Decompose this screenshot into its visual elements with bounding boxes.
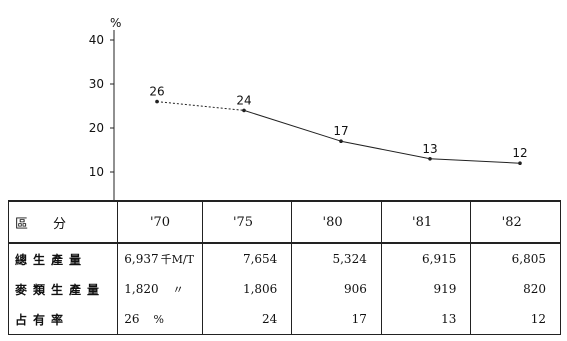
table-cell: 26% bbox=[117, 304, 203, 335]
table-cell: 906 bbox=[291, 274, 382, 304]
table-cell: 7,654 bbox=[201, 243, 293, 274]
series-line-segment bbox=[156, 101, 245, 111]
row-label: 麥類生產量 bbox=[7, 274, 119, 304]
data-point bbox=[242, 108, 246, 113]
data-point bbox=[428, 157, 432, 161]
header-year: '81 bbox=[380, 200, 472, 244]
table-cell: 24 bbox=[201, 304, 293, 335]
table-header-row: 區 分 '70 '75 '80 '81 '82 bbox=[7, 200, 561, 244]
table-cell: 17 bbox=[291, 304, 382, 335]
table-cell: 1,806 bbox=[201, 274, 293, 304]
series-line-segment bbox=[429, 158, 521, 164]
table-row-barley-production: 麥類生產量 1,820 〃 1,806 906 919 820 bbox=[7, 274, 561, 304]
table-cell: 6,915 bbox=[380, 243, 472, 274]
y-unit-label: % bbox=[110, 16, 121, 30]
data-point bbox=[339, 139, 343, 143]
unit-label: 千M/T bbox=[160, 253, 194, 266]
header-year: '75 bbox=[201, 200, 293, 244]
header-label: 區 分 bbox=[7, 200, 119, 244]
data-label: 17 bbox=[333, 124, 348, 138]
table-cell: 6,805 bbox=[470, 243, 561, 274]
data-table: 區 分 '70 '75 '80 '81 '82 總生產量 6,937 千M/T 7… bbox=[7, 200, 561, 335]
table-row-total-production: 總生產量 6,937 千M/T 7,654 5,324 6,915 6,805 bbox=[7, 243, 561, 274]
header-year: '70 bbox=[117, 200, 203, 244]
y-tick-label: 10 bbox=[89, 165, 104, 179]
series-line-segment bbox=[340, 140, 431, 160]
y-tick-label: 40 bbox=[89, 33, 104, 47]
table-cell: 5,324 bbox=[291, 243, 382, 274]
header-year: '80 bbox=[291, 200, 382, 244]
table-cell: 12 bbox=[470, 304, 561, 335]
line-chart: % 10 20 30 40 26 24 17 13 12 bbox=[89, 16, 528, 200]
header-year: '82 bbox=[470, 200, 561, 244]
data-point bbox=[155, 99, 159, 104]
y-tick-label: 30 bbox=[89, 77, 104, 91]
unit-label: % bbox=[153, 313, 164, 326]
table-cell: 13 bbox=[380, 304, 472, 335]
table-cell: 919 bbox=[380, 274, 472, 304]
series-line-segment bbox=[243, 109, 342, 142]
data-point bbox=[518, 161, 522, 165]
table-row-share: 占有率 26% 24 17 13 12 bbox=[7, 304, 561, 335]
row-label: 總生產量 bbox=[7, 243, 119, 274]
unit-label: 〃 bbox=[172, 283, 184, 296]
row-label: 占有率 bbox=[7, 304, 119, 335]
table-cell: 820 bbox=[470, 274, 561, 304]
table-cell: 1,820 〃 bbox=[117, 274, 203, 304]
data-label: 26 bbox=[149, 85, 164, 99]
table-cell: 6,937 千M/T bbox=[117, 243, 203, 274]
data-label: 12 bbox=[512, 146, 527, 160]
data-label: 13 bbox=[422, 142, 437, 156]
data-label: 24 bbox=[236, 93, 251, 107]
y-tick-label: 20 bbox=[89, 121, 104, 135]
